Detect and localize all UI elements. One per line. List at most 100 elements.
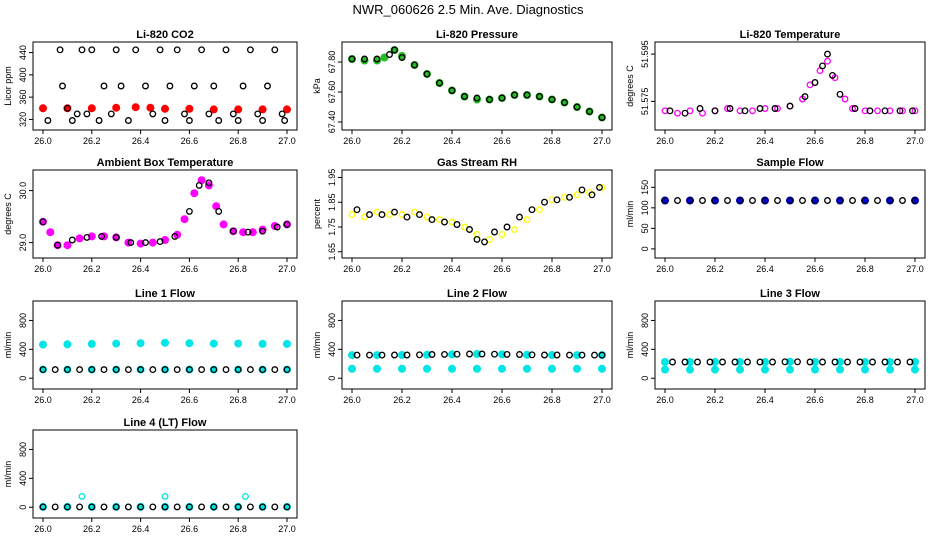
series-sample-points	[353, 350, 606, 359]
data-point	[786, 197, 794, 204]
panel-pressure: Li-820 Pressure kPa 26.0 26.2 26.4 26.6 26.8 27…	[312, 29, 613, 146]
data-point	[573, 103, 581, 111]
x-tick-label: 26.4	[756, 395, 774, 405]
x-tick-label: 26.6	[806, 136, 824, 146]
data-point	[283, 220, 291, 228]
x-tick-label: 26.0	[656, 395, 674, 405]
data-point	[73, 110, 81, 118]
data-point	[209, 105, 218, 114]
data-point	[811, 357, 820, 366]
data-point	[669, 358, 676, 366]
y-tick-label: 0	[640, 246, 650, 251]
data-point	[156, 238, 164, 246]
data-points	[347, 46, 607, 122]
data-point	[222, 46, 230, 54]
data-point	[516, 213, 523, 221]
data-point	[466, 226, 473, 233]
data-point	[598, 351, 606, 359]
data-point	[246, 366, 254, 374]
data-point	[259, 227, 267, 235]
data-point	[234, 503, 242, 511]
data-point	[239, 228, 248, 237]
data-point	[774, 197, 781, 204]
series-sample-points	[39, 503, 291, 511]
data-point	[466, 350, 473, 358]
data-point	[54, 241, 62, 249]
data-point	[112, 503, 120, 511]
data-point	[561, 99, 568, 106]
data-point	[578, 351, 586, 359]
data-point	[78, 492, 86, 500]
data-point	[229, 110, 237, 118]
data-point	[59, 82, 66, 90]
data-point	[161, 366, 169, 374]
data-point	[124, 117, 132, 124]
data-point	[811, 197, 819, 204]
data-point	[171, 232, 179, 240]
series-2-5-min-average	[661, 57, 919, 117]
plot-frame	[341, 300, 613, 390]
x-tick-label: 26.2	[83, 524, 101, 534]
data-point	[453, 350, 461, 358]
y-tick-label: 400	[18, 67, 28, 82]
data-point	[386, 51, 393, 58]
data-point	[222, 503, 230, 511]
data-point	[397, 52, 406, 61]
y-axis-label: Licor ppm	[3, 66, 13, 106]
data-point	[886, 357, 895, 366]
x-tick-label: 27.0	[593, 264, 611, 274]
x-tick-label: 27.0	[278, 136, 296, 146]
data-point	[836, 357, 845, 366]
y-tick-label: 1.65	[327, 243, 337, 261]
y-axis-label: percent	[312, 198, 322, 229]
data-point	[278, 110, 286, 118]
x-tick-label: 26.6	[181, 524, 199, 534]
y-axis-label: degrees C	[625, 65, 635, 107]
data-point	[112, 46, 120, 54]
data-point	[205, 110, 213, 118]
x-tick-label: 26.6	[181, 136, 199, 146]
data-point	[881, 107, 889, 115]
panel-title: Li-820 CO2	[136, 29, 193, 41]
data-point	[124, 503, 132, 511]
data-point	[156, 46, 164, 54]
y-tick-label: 0	[327, 376, 337, 381]
data-point	[836, 90, 844, 98]
x-tick-label: 26.4	[443, 264, 461, 274]
data-point	[378, 351, 386, 359]
data-point	[68, 117, 76, 124]
panel-title: Line 4 (LT) Flow	[124, 417, 207, 429]
plot-frame	[32, 300, 298, 390]
data-point	[88, 503, 96, 511]
data-point	[239, 82, 247, 90]
data-point	[142, 82, 149, 90]
x-tick-label: 27.0	[278, 264, 296, 274]
data-point	[372, 364, 381, 373]
data-point	[210, 503, 218, 511]
data-point	[749, 197, 756, 204]
x-tick-label: 26.0	[34, 136, 52, 146]
data-point	[436, 79, 443, 87]
y-tick-label: 0	[640, 376, 650, 381]
data-point	[353, 351, 361, 359]
y-tick-label: 320	[18, 112, 28, 127]
data-point	[132, 46, 140, 54]
data-point	[222, 366, 230, 374]
data-point	[161, 117, 169, 124]
plot-frame	[341, 41, 613, 131]
panel-title: Line 3 Flow	[760, 288, 820, 300]
page-title: NWR_060626 2.5 Min. Ave. Diagnostics	[352, 2, 584, 17]
series-sample-points	[661, 197, 919, 204]
data-point	[397, 364, 406, 373]
data-point	[573, 364, 582, 373]
x-tick-label: 26.2	[706, 136, 724, 146]
data-point	[281, 117, 289, 124]
x-tick-label: 26.4	[132, 136, 150, 146]
x-tick-label: 26.8	[856, 136, 874, 146]
panel-sample-flow: Sample Flow ml/min 26.0 26.2 26.4 26.6 26.8 27.…	[625, 157, 926, 274]
x-tick-label: 26.8	[856, 395, 874, 405]
data-point	[83, 233, 91, 241]
data-point	[423, 70, 431, 78]
data-point	[403, 213, 411, 221]
